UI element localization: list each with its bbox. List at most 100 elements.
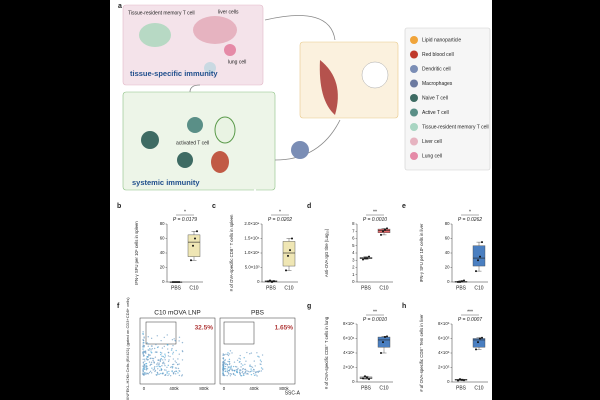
y-tick-label: 20 — [160, 265, 165, 270]
y-tick-label: 3 — [352, 257, 355, 262]
data-point — [477, 259, 479, 262]
event-dot — [153, 367, 156, 369]
event-dot — [242, 373, 245, 375]
event-dot — [175, 367, 178, 369]
event-dot — [177, 358, 179, 360]
event-dot — [260, 370, 263, 372]
data-point — [196, 230, 198, 233]
event-dot — [242, 374, 245, 376]
event-dot — [236, 359, 239, 361]
event-dot — [173, 371, 176, 373]
data-point — [457, 281, 459, 283]
event-dot — [181, 375, 183, 377]
significance: ** — [373, 309, 377, 315]
event-dot — [150, 349, 152, 351]
event-dot — [163, 369, 166, 371]
event-dot — [147, 345, 149, 348]
data-point — [479, 255, 481, 258]
event-dot — [249, 365, 251, 367]
box — [472, 245, 486, 267]
event-dot — [166, 372, 168, 374]
y-tick-label: 8 — [352, 221, 355, 226]
event-dot — [231, 352, 233, 354]
event-dot — [261, 368, 264, 370]
event-dot — [245, 373, 247, 375]
legend-label: Lung cell — [422, 153, 442, 159]
y-tick-label: 60 — [160, 236, 165, 241]
y-tick-label: 40 — [160, 250, 165, 255]
event-dot — [224, 359, 226, 362]
event-dot — [160, 357, 162, 360]
event-dot — [142, 342, 144, 344]
p-value: P = 0.0179 — [173, 217, 197, 223]
event-dot — [161, 355, 163, 357]
event-dot — [142, 352, 144, 355]
event-dot — [230, 366, 232, 368]
event-dot — [240, 363, 243, 365]
event-dot — [163, 336, 165, 339]
significance: * — [469, 209, 471, 215]
event-dot — [155, 374, 158, 376]
x-tick-label: PBS — [361, 285, 372, 291]
event-dot — [146, 372, 148, 374]
arrow — [274, 119, 341, 161]
event-dot — [164, 355, 167, 357]
event-dot — [238, 357, 240, 360]
event-dot — [154, 351, 157, 353]
y-tick-label: 0 — [447, 279, 450, 284]
y-tick-label: 20 — [445, 265, 450, 270]
plot-title: PBS — [251, 310, 265, 317]
data-point — [382, 341, 384, 344]
event-dot — [227, 372, 230, 374]
data-point — [366, 376, 368, 379]
event-dot — [243, 372, 246, 374]
event-dot — [152, 369, 154, 371]
event-dot — [151, 357, 154, 360]
event-dot — [181, 350, 184, 352]
event-dot — [174, 339, 176, 342]
event-dot — [142, 371, 144, 373]
event-dot — [147, 336, 149, 338]
gate-label: 32.5% — [195, 325, 214, 332]
event-dot — [150, 352, 153, 354]
event-dot — [143, 350, 145, 352]
event-dot — [151, 348, 153, 350]
event-dot — [229, 373, 232, 375]
event-dot — [240, 366, 242, 368]
legend-label: Red blood cell — [422, 52, 454, 58]
data-point — [366, 257, 368, 260]
data-point — [475, 348, 477, 351]
cell — [139, 23, 171, 47]
event-dot — [239, 369, 241, 372]
event-dot — [229, 362, 231, 365]
event-dot — [168, 373, 170, 375]
event-dot — [142, 361, 145, 363]
event-dot — [250, 365, 252, 368]
event-dot — [142, 369, 144, 372]
event-dot — [155, 363, 158, 365]
event-dot — [153, 368, 156, 370]
event-dot — [242, 367, 245, 370]
event-dot — [150, 372, 153, 374]
event-dot — [167, 364, 169, 367]
legend-icon — [410, 36, 418, 44]
legend-icon — [410, 94, 418, 102]
event-dot — [245, 360, 247, 362]
event-dot — [222, 357, 224, 359]
significance: ** — [373, 209, 377, 215]
y-tick-label: 80 — [160, 221, 165, 226]
legend-icon — [410, 152, 418, 160]
event-dot — [168, 370, 170, 373]
event-dot — [164, 364, 166, 367]
x-tick-label: 400k — [169, 386, 179, 391]
event-dot — [150, 357, 152, 359]
event-dot — [150, 337, 153, 340]
event-dot — [233, 361, 236, 363]
event-dot — [150, 345, 153, 347]
data-point — [461, 280, 463, 283]
event-dot — [142, 351, 144, 353]
event-dot — [145, 373, 147, 375]
t-cell — [187, 117, 203, 133]
event-dot — [169, 375, 172, 377]
